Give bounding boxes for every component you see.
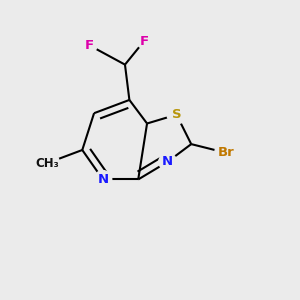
Text: F: F <box>140 34 149 48</box>
Circle shape <box>94 171 112 188</box>
Text: N: N <box>162 155 173 168</box>
Circle shape <box>137 34 152 48</box>
Circle shape <box>167 105 186 124</box>
Text: Br: Br <box>218 146 235 159</box>
Text: F: F <box>85 39 94 52</box>
Circle shape <box>159 153 176 171</box>
Text: CH₃: CH₃ <box>35 157 59 170</box>
Text: N: N <box>97 173 109 186</box>
Circle shape <box>215 141 238 165</box>
Circle shape <box>82 38 97 53</box>
Circle shape <box>34 151 59 176</box>
Text: S: S <box>172 108 181 121</box>
